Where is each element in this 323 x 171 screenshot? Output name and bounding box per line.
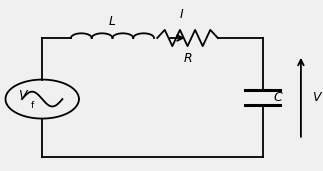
Text: R: R	[183, 52, 192, 65]
Text: f: f	[30, 101, 34, 110]
Text: C: C	[274, 91, 283, 104]
Text: V: V	[312, 91, 321, 104]
Text: V: V	[18, 89, 27, 102]
Text: I: I	[179, 8, 183, 21]
Text: L: L	[109, 15, 116, 28]
